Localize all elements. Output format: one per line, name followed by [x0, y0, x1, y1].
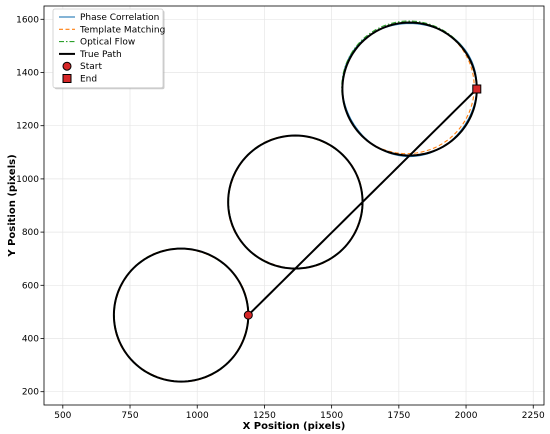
y-tick-label: 1400 — [16, 69, 39, 79]
x-tick-label: 500 — [54, 411, 71, 421]
legend-label: Start — [80, 62, 102, 72]
legend-label: Optical Flow — [80, 38, 135, 48]
marker-layer — [243, 84, 482, 320]
y-tick-label: 1000 — [16, 175, 39, 185]
x-tick-label: 750 — [121, 411, 138, 421]
y-tick-label: 800 — [22, 228, 39, 238]
start-marker — [243, 310, 253, 320]
legend-handle — [62, 61, 72, 71]
legend: Phase Correlation Template Matching Optica… — [52, 8, 165, 90]
legend-label: End — [80, 75, 97, 85]
x-axis-label: X Position (pixels) — [243, 421, 346, 432]
legend-label: Phase Correlation — [80, 13, 159, 23]
y-tick-label: 600 — [22, 281, 39, 291]
grid — [44, 6, 544, 405]
series-layer — [112, 20, 479, 383]
legend-label: True Path — [79, 50, 122, 60]
x-tick-label: 1500 — [320, 411, 343, 421]
y-tick-label: 1200 — [16, 122, 39, 132]
x-tick-label: 1250 — [253, 411, 276, 421]
end-marker — [472, 84, 482, 94]
legend-handle — [62, 74, 72, 83]
x-tick-label: 1750 — [387, 411, 410, 421]
y-tick-label: 1600 — [16, 15, 39, 25]
y-axis-label: Y Position (pixels) — [7, 154, 18, 257]
legend-label: Template Matching — [79, 25, 165, 35]
x-tick-label: 2250 — [522, 411, 545, 421]
x-tick-label: 1000 — [186, 411, 209, 421]
y-tick-label: 200 — [22, 388, 39, 398]
series-line-true-path — [112, 21, 478, 383]
axis-ticks: 500 750 1000 1250 1500 1750 2000 2250 200 400 600 8… — [16, 15, 545, 421]
plot-frame — [43, 5, 545, 406]
x-tick-label: 2000 — [455, 411, 478, 421]
legend-box — [52, 8, 164, 89]
y-tick-label: 400 — [22, 335, 39, 345]
